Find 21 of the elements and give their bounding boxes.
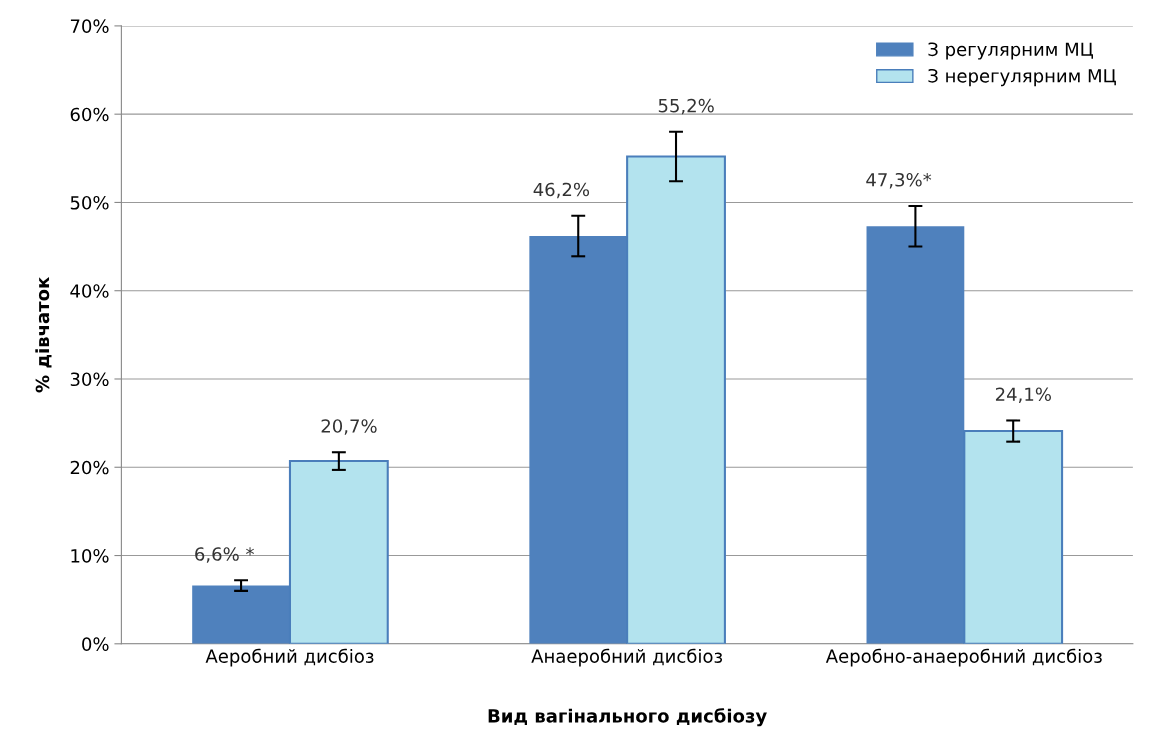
y-tick-label: 40% [70, 284, 109, 298]
data-label: 24,1% [995, 387, 1051, 403]
legend-label: З регулярним МЦ [928, 42, 1093, 60]
x-tick-label: Аеробний дисбіоз [205, 648, 374, 667]
y-tick-label: 10% [71, 548, 109, 563]
y-tick-label: 30% [70, 372, 109, 387]
data-label: 20,7% [321, 419, 377, 435]
x-tick-label: Аеробно-анаеробний дисбіоз [825, 648, 1102, 667]
x-axis-title: Вид вагінального дисбіозу [488, 708, 767, 727]
legend-label: З нерегулярним МЦ [928, 68, 1116, 87]
y-tick-label: 50% [70, 195, 109, 210]
data-label: 46,2% [533, 182, 590, 199]
y-axis-title: % дівчаток [35, 276, 52, 393]
data-label: 47,3%* [866, 172, 932, 189]
y-tick-label: 0% [82, 637, 109, 651]
data-label: 6,6% * [195, 547, 254, 563]
y-tick-label: 70% [70, 19, 109, 34]
y-tick-label: 20% [70, 460, 109, 475]
data-label: 55,2% [658, 98, 714, 115]
x-tick-label: Анаеробний дисбіоз [531, 648, 723, 667]
y-tick-label: 60% [70, 107, 109, 122]
